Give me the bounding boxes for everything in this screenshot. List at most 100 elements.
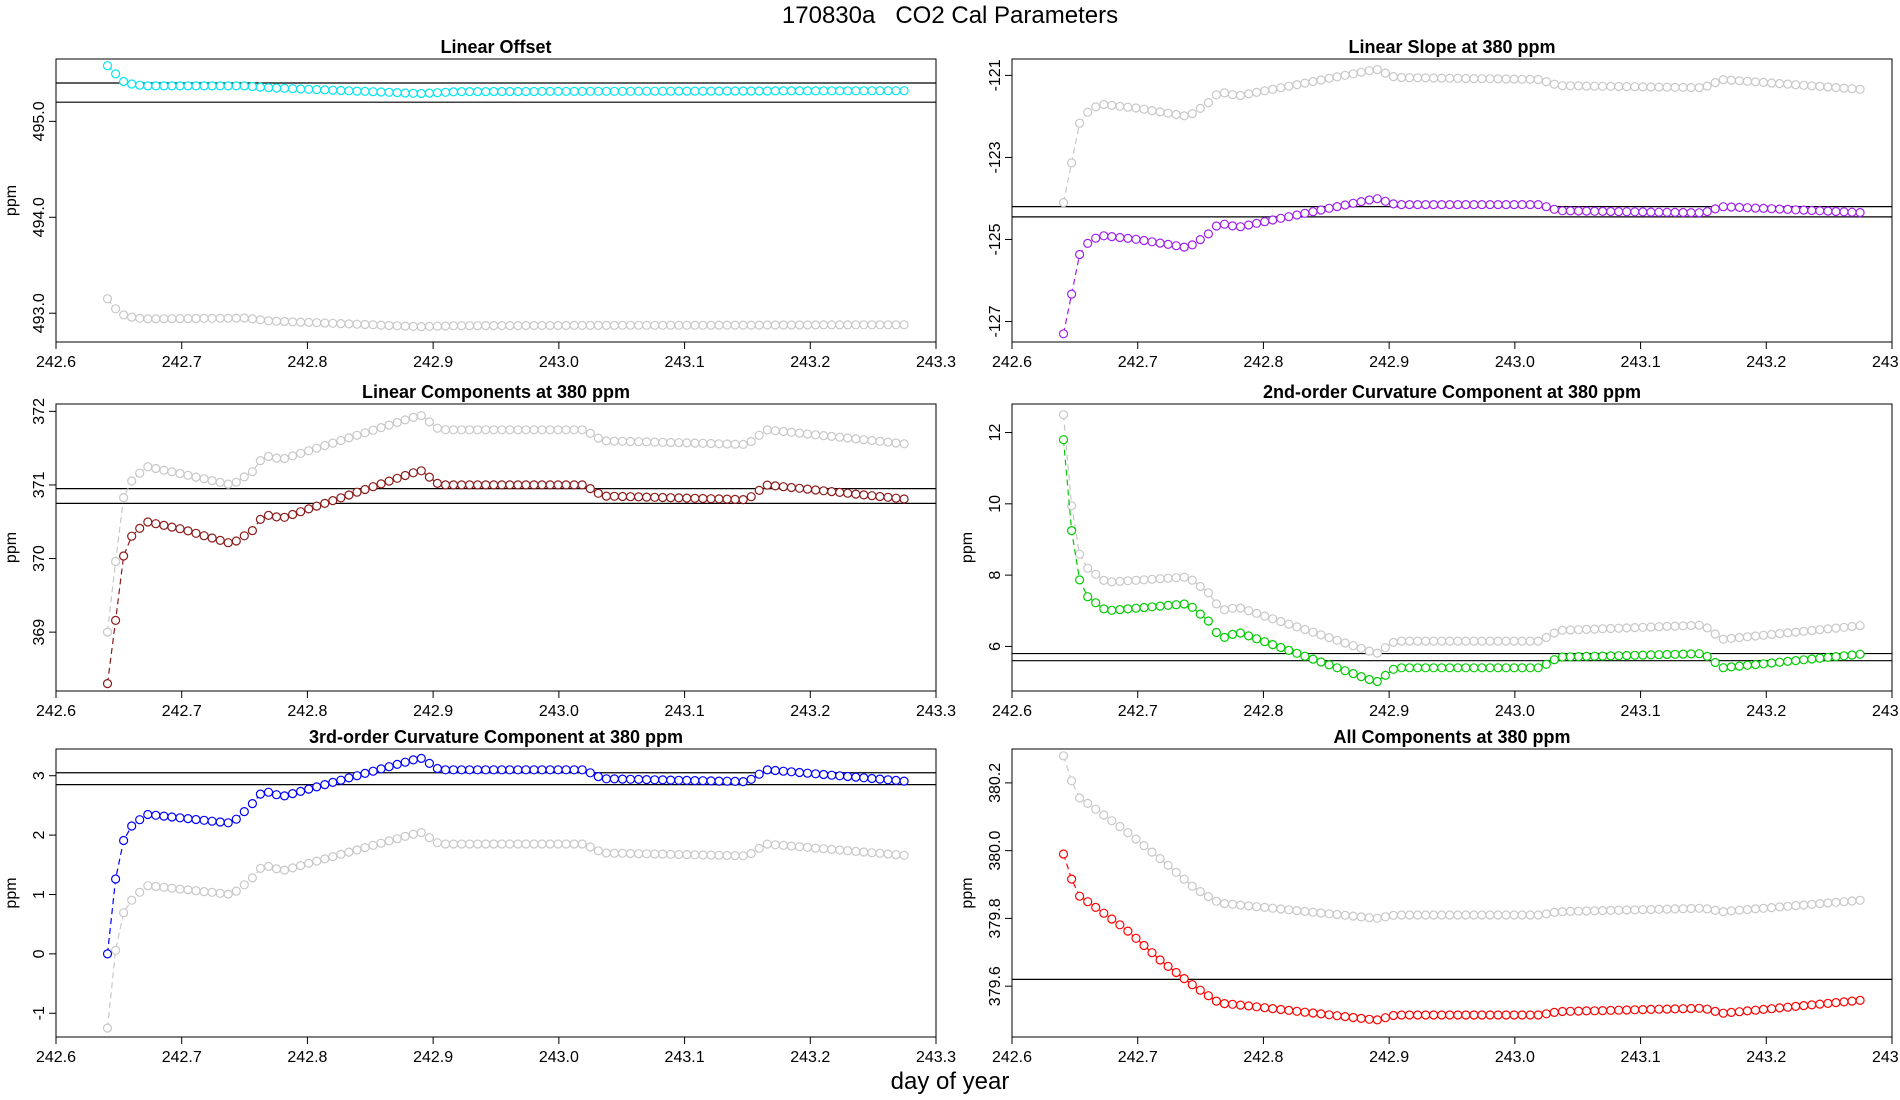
data-point: [1461, 636, 1471, 646]
data-point: [1847, 650, 1857, 660]
data-point: [1670, 207, 1680, 217]
data-point: [167, 812, 177, 822]
data-point: [215, 477, 225, 487]
data-point: [1308, 654, 1318, 664]
data-point: [891, 775, 901, 786]
data-point: [271, 864, 282, 874]
data-point: [1581, 624, 1592, 635]
data-point: [1750, 659, 1761, 670]
data-point: [593, 320, 603, 330]
data-point: [730, 320, 740, 330]
data-point: [207, 313, 217, 323]
panel-6: All Components at 380 ppm 242.6 242.7 242.8…: [959, 727, 1900, 1066]
data-point: [674, 849, 684, 860]
data-point: [288, 863, 298, 873]
data-point: [666, 320, 676, 330]
data-point: [1155, 955, 1165, 965]
data-point: [609, 436, 620, 446]
x-tick-label: 242.9: [1369, 703, 1409, 720]
data-point: [497, 480, 507, 490]
data-point: [183, 813, 193, 824]
data-point: [835, 86, 845, 96]
data-point: [1807, 625, 1817, 636]
data-point: [336, 493, 346, 503]
data-point: [521, 86, 531, 97]
data-point: [247, 873, 257, 883]
y-tick-label: 8: [987, 571, 1004, 580]
data-point: [1412, 910, 1423, 920]
data-point: [1187, 602, 1197, 612]
x-tick-label: 243.0: [539, 1049, 579, 1066]
data-point: [1388, 664, 1399, 674]
x-tick-label: 242.8: [1243, 703, 1283, 720]
x-tick-label: 242.9: [413, 1049, 453, 1066]
data-point: [1445, 636, 1455, 646]
data-point: [1533, 1010, 1543, 1020]
data-point: [521, 480, 531, 490]
data-point: [545, 765, 555, 775]
data-point: [1597, 651, 1608, 661]
data-point: [875, 848, 885, 858]
data-point: [1549, 655, 1559, 665]
data-point: [1348, 69, 1358, 79]
data-point: [1831, 623, 1841, 633]
data-point: [746, 320, 756, 330]
data-point: [609, 491, 620, 501]
data-point: [1147, 948, 1157, 958]
data-point: [1630, 622, 1640, 633]
x-tick-label: 242.7: [162, 354, 202, 371]
data-point: [698, 438, 708, 448]
data-point: [1549, 628, 1559, 638]
data-point: [585, 320, 595, 330]
data-point: [1187, 240, 1197, 250]
data-point: [1517, 74, 1527, 84]
data-point: [650, 437, 660, 447]
data-point: [360, 768, 370, 779]
data-point: [1815, 81, 1825, 92]
panel-title: Linear Offset: [440, 37, 551, 57]
data-point: [1211, 896, 1222, 906]
data-point: [1324, 632, 1334, 643]
data-point: [384, 320, 394, 331]
data-point: [191, 472, 201, 482]
y-axis-label: ppm: [3, 532, 20, 563]
data-point: [1412, 73, 1423, 83]
data-point: [1348, 668, 1358, 679]
data-point: [304, 858, 314, 869]
data-point: [577, 765, 587, 775]
data-point: [1372, 64, 1382, 75]
data-point: [1284, 645, 1294, 656]
data-point: [328, 85, 338, 95]
data-point: [1509, 74, 1519, 84]
data-point: [1268, 639, 1278, 650]
data-point: [1541, 659, 1551, 669]
data-point: [239, 880, 249, 890]
data-point: [577, 480, 587, 490]
data-point: [1638, 905, 1648, 915]
data-point: [778, 426, 789, 437]
data-point: [1702, 1004, 1712, 1014]
data-point: [368, 482, 378, 492]
data-point: [279, 865, 290, 875]
data-point: [489, 425, 499, 435]
data-point: [360, 428, 370, 438]
data-point: [1501, 636, 1511, 646]
data-point: [1783, 1002, 1793, 1012]
data-point: [151, 519, 161, 529]
data-point: [247, 81, 257, 92]
data-point: [1533, 910, 1543, 920]
data-point: [1453, 73, 1463, 83]
x-tick-label: 243.3: [916, 1049, 956, 1066]
data-point: [215, 313, 225, 323]
data-point: [899, 320, 909, 330]
series-line: [1062, 414, 1861, 654]
data-point: [730, 776, 740, 787]
plot-frame: [1011, 748, 1893, 1038]
data-point: [110, 945, 121, 955]
data-point: [674, 438, 684, 448]
data-point: [1807, 1000, 1817, 1010]
data-point: [569, 765, 579, 775]
series-line: [106, 470, 905, 684]
data-point: [1597, 624, 1608, 634]
data-point: [569, 839, 579, 849]
